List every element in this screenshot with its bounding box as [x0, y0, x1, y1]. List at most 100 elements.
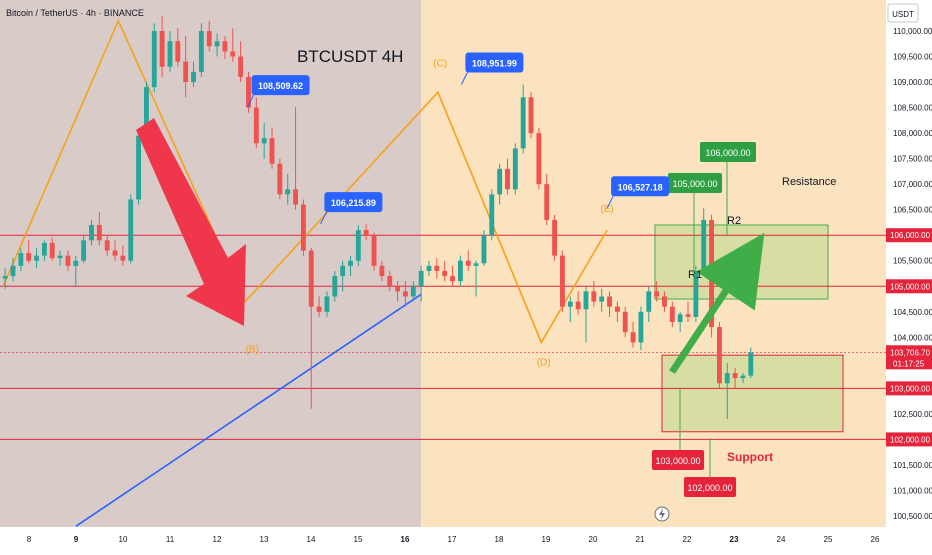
candle [183, 36, 189, 98]
price-tick-label: 108,500.00 [893, 104, 932, 113]
candle [89, 219, 94, 246]
candle-body [559, 255, 565, 307]
candle-body [167, 41, 173, 67]
candle-body [371, 235, 377, 266]
candle [646, 286, 652, 322]
candle-body [442, 270, 448, 277]
wave-label-e: (E) [600, 204, 613, 215]
candle [285, 173, 291, 205]
candle-body [269, 138, 275, 164]
time-tick-label: 21 [636, 535, 645, 544]
candle [159, 15, 165, 77]
candle [293, 107, 298, 210]
candle-body [575, 301, 581, 310]
price-tick-label: 101,000.00 [893, 486, 932, 495]
candle-body [552, 219, 558, 256]
candle-body [567, 301, 573, 307]
candle [2, 268, 8, 289]
callout-box [611, 176, 670, 197]
candle [49, 237, 55, 261]
time-tick-label: 10 [119, 535, 128, 544]
candle-body [136, 135, 142, 200]
currency-label: USDT [892, 10, 914, 19]
candle-body [183, 61, 189, 83]
candle [599, 288, 605, 312]
candle-body [544, 184, 550, 220]
candle [724, 362, 730, 419]
time-tick-label: 23 [730, 535, 739, 544]
candle-body [693, 270, 699, 317]
symbol-label: Bitcoin / TetherUS · 4h · BINANCE [6, 8, 144, 18]
wave-label-b: (B) [246, 345, 259, 356]
candle [630, 322, 636, 348]
candle [662, 291, 667, 312]
green-up-arrow [669, 232, 765, 374]
lightning-glyph [659, 508, 665, 520]
green-price-label-106000[interactable]: 106,000.00 [700, 142, 756, 162]
candle [693, 265, 699, 322]
candle [450, 265, 455, 287]
candle-body [457, 260, 463, 282]
blue-trendline [75, 293, 422, 527]
candle [214, 33, 220, 57]
candle [198, 23, 204, 77]
candle-body [395, 286, 401, 292]
candle [261, 122, 267, 159]
time-tick-label: 16 [401, 535, 410, 544]
red-label-text: 102,000.00 [687, 483, 732, 493]
candle-body [253, 107, 259, 144]
currency-badge[interactable] [887, 3, 919, 23]
candle [120, 245, 126, 266]
candle-body [214, 41, 220, 47]
candle-body [18, 253, 24, 266]
candle-body [206, 31, 212, 47]
last-price-badge [886, 345, 932, 370]
green-price-label-105000[interactable]: 105,000.00 [668, 173, 722, 193]
candle-body [607, 296, 612, 307]
candle [410, 281, 416, 302]
candle-body [489, 194, 495, 236]
candle-body [505, 168, 510, 190]
time-axis[interactable] [0, 527, 886, 550]
candle-body [143, 87, 149, 136]
price-axis[interactable] [886, 0, 932, 550]
candle [26, 240, 32, 264]
candle-body [497, 168, 503, 195]
candle-body [677, 314, 683, 322]
candle [151, 23, 157, 93]
candle [191, 61, 196, 88]
red-price-label-102000[interactable]: 102,000.00 [684, 477, 736, 497]
candle-body [222, 41, 228, 52]
candle [308, 247, 314, 409]
time-tick-label: 8 [27, 535, 32, 544]
price-tick-label: 101,500.00 [893, 461, 932, 470]
candle-body [120, 255, 126, 261]
candle [528, 92, 534, 139]
candle [65, 250, 71, 271]
price-tick-label: 105,500.00 [893, 257, 932, 266]
candle-body [261, 138, 267, 144]
red-price-label-103000[interactable]: 103,000.00 [652, 450, 704, 470]
candle-body [716, 327, 722, 384]
candle [740, 373, 746, 384]
price-axis-badges: 106,000.00 105,000.00 103,000.00 102,000.00… [886, 228, 932, 447]
resistance-price-badge [886, 279, 932, 294]
candle [395, 281, 401, 302]
candle [277, 158, 283, 200]
callout-text: 106,527.18 [618, 182, 663, 192]
candle-body [591, 291, 597, 302]
resistance-price-badge-text: 106,000.00 [890, 231, 931, 240]
candle [136, 128, 142, 205]
time-tick-label: 25 [824, 535, 833, 544]
time-tick-label: 19 [542, 535, 551, 544]
candle [128, 194, 134, 264]
candle-body [387, 276, 393, 287]
green-label-text: 105,000.00 [672, 179, 717, 189]
candle [465, 250, 471, 271]
candle-body [512, 148, 518, 190]
candle-body [34, 255, 39, 261]
price-tick-label: 102,500.00 [893, 410, 932, 419]
candle-body [308, 250, 314, 307]
